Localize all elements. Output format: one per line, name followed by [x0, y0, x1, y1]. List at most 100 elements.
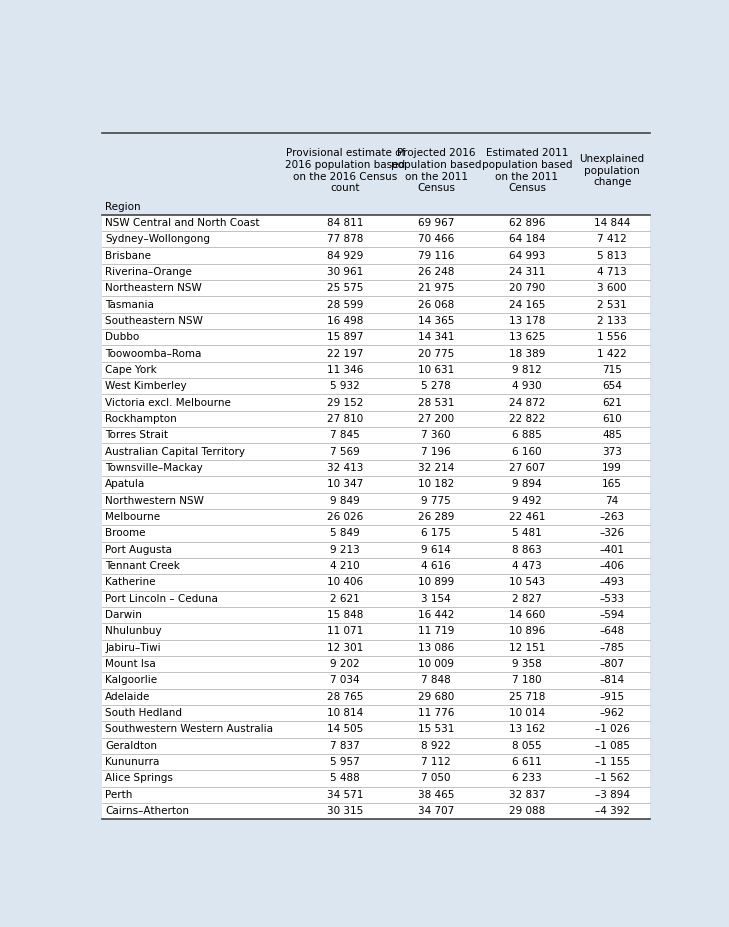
Text: 14 844: 14 844	[594, 218, 631, 228]
Text: 14 341: 14 341	[418, 332, 454, 342]
Text: 2 531: 2 531	[597, 299, 627, 310]
Text: 29 680: 29 680	[418, 692, 454, 702]
Text: 9 213: 9 213	[330, 545, 360, 554]
Text: –915: –915	[599, 692, 625, 702]
Text: 28 599: 28 599	[327, 299, 363, 310]
Text: Darwin: Darwin	[105, 610, 142, 620]
Text: 10 814: 10 814	[327, 708, 363, 718]
Text: 13 625: 13 625	[509, 332, 545, 342]
Text: –326: –326	[599, 528, 625, 539]
Text: Sydney–Wollongong: Sydney–Wollongong	[105, 235, 210, 244]
Text: 64 993: 64 993	[509, 250, 545, 260]
Text: Katherine: Katherine	[105, 578, 156, 588]
Text: Rockhampton: Rockhampton	[105, 414, 177, 424]
Text: 11 719: 11 719	[418, 627, 454, 637]
Text: 373: 373	[602, 447, 622, 457]
Text: –4 392: –4 392	[595, 806, 630, 816]
Text: 10 631: 10 631	[418, 365, 454, 375]
Text: 9 358: 9 358	[512, 659, 542, 669]
Text: Tasmania: Tasmania	[105, 299, 154, 310]
Text: –263: –263	[599, 512, 625, 522]
Text: 621: 621	[602, 398, 622, 408]
Text: 13 162: 13 162	[509, 724, 545, 734]
Text: 84 811: 84 811	[327, 218, 363, 228]
Text: 12 301: 12 301	[327, 642, 363, 653]
Text: 38 465: 38 465	[418, 790, 454, 800]
Text: 27 810: 27 810	[327, 414, 363, 424]
Text: 8 922: 8 922	[421, 741, 451, 751]
Text: 4 713: 4 713	[597, 267, 627, 277]
Text: 165: 165	[602, 479, 622, 489]
Text: 11 776: 11 776	[418, 708, 454, 718]
Text: 24 165: 24 165	[509, 299, 545, 310]
Text: 24 311: 24 311	[509, 267, 545, 277]
Text: South Hedland: South Hedland	[105, 708, 182, 718]
Text: 15 531: 15 531	[418, 724, 454, 734]
Text: 9 202: 9 202	[330, 659, 360, 669]
Text: –1 085: –1 085	[595, 741, 630, 751]
Text: –1 155: –1 155	[595, 757, 630, 768]
Text: –493: –493	[599, 578, 625, 588]
Text: Torres Strait: Torres Strait	[105, 430, 168, 440]
Text: 77 878: 77 878	[327, 235, 363, 244]
Text: –807: –807	[600, 659, 625, 669]
Text: –1 026: –1 026	[595, 724, 630, 734]
Text: Victoria excl. Melbourne: Victoria excl. Melbourne	[105, 398, 231, 408]
Text: 16 442: 16 442	[418, 610, 454, 620]
Text: 26 289: 26 289	[418, 512, 454, 522]
Text: 10 182: 10 182	[418, 479, 454, 489]
Text: 10 896: 10 896	[509, 627, 545, 637]
Text: 485: 485	[602, 430, 622, 440]
Text: 7 412: 7 412	[597, 235, 627, 244]
Text: 26 026: 26 026	[327, 512, 363, 522]
Text: Southwestern Western Australia: Southwestern Western Australia	[105, 724, 273, 734]
Text: –1 562: –1 562	[595, 773, 630, 783]
Text: 30 961: 30 961	[327, 267, 363, 277]
Text: Southeastern NSW: Southeastern NSW	[105, 316, 203, 326]
Text: Provisional estimate of
2016 population based
on the 2016 Census
count: Provisional estimate of 2016 population …	[285, 148, 405, 193]
Text: 29 152: 29 152	[327, 398, 363, 408]
Text: 7 569: 7 569	[330, 447, 360, 457]
Text: 27 200: 27 200	[418, 414, 454, 424]
Text: 10 014: 10 014	[509, 708, 545, 718]
Text: Perth: Perth	[105, 790, 133, 800]
Text: 62 896: 62 896	[509, 218, 545, 228]
Text: 18 389: 18 389	[509, 349, 545, 359]
Text: 5 488: 5 488	[330, 773, 360, 783]
Text: 84 929: 84 929	[327, 250, 363, 260]
Text: 6 233: 6 233	[512, 773, 542, 783]
Text: 28 765: 28 765	[327, 692, 363, 702]
Text: 610: 610	[602, 414, 622, 424]
Text: 27 607: 27 607	[509, 463, 545, 473]
Text: Kalgoorlie: Kalgoorlie	[105, 676, 157, 685]
Text: 10 406: 10 406	[327, 578, 363, 588]
Text: 24 872: 24 872	[509, 398, 545, 408]
Text: NSW Central and North Coast: NSW Central and North Coast	[105, 218, 260, 228]
Text: 7 845: 7 845	[330, 430, 360, 440]
Text: 4 473: 4 473	[512, 561, 542, 571]
Bar	[102, 133, 650, 215]
Text: 14 660: 14 660	[509, 610, 545, 620]
Text: 79 116: 79 116	[418, 250, 454, 260]
Text: 11 346: 11 346	[327, 365, 363, 375]
Text: Northeastern NSW: Northeastern NSW	[105, 284, 202, 293]
Text: Brisbane: Brisbane	[105, 250, 151, 260]
Text: 26 248: 26 248	[418, 267, 454, 277]
Text: Estimated 2011
population based
on the 2011
Census: Estimated 2011 population based on the 2…	[482, 148, 572, 193]
Text: Riverina–Orange: Riverina–Orange	[105, 267, 192, 277]
Text: 69 967: 69 967	[418, 218, 454, 228]
Text: 25 575: 25 575	[327, 284, 363, 293]
Text: 10 009: 10 009	[418, 659, 454, 669]
Text: Port Augusta: Port Augusta	[105, 545, 172, 554]
Text: –3 894: –3 894	[595, 790, 630, 800]
Text: 8 863: 8 863	[512, 545, 542, 554]
Text: West Kimberley: West Kimberley	[105, 381, 187, 391]
Text: Projected 2016
population based
on the 2011
Census: Projected 2016 population based on the 2…	[391, 148, 481, 193]
Text: Jabiru–Tiwi: Jabiru–Tiwi	[105, 642, 161, 653]
Text: Northwestern NSW: Northwestern NSW	[105, 496, 204, 506]
Text: –594: –594	[599, 610, 625, 620]
Text: 32 214: 32 214	[418, 463, 454, 473]
Text: Adelaide: Adelaide	[105, 692, 151, 702]
Text: 29 088: 29 088	[509, 806, 545, 816]
Text: 26 068: 26 068	[418, 299, 454, 310]
